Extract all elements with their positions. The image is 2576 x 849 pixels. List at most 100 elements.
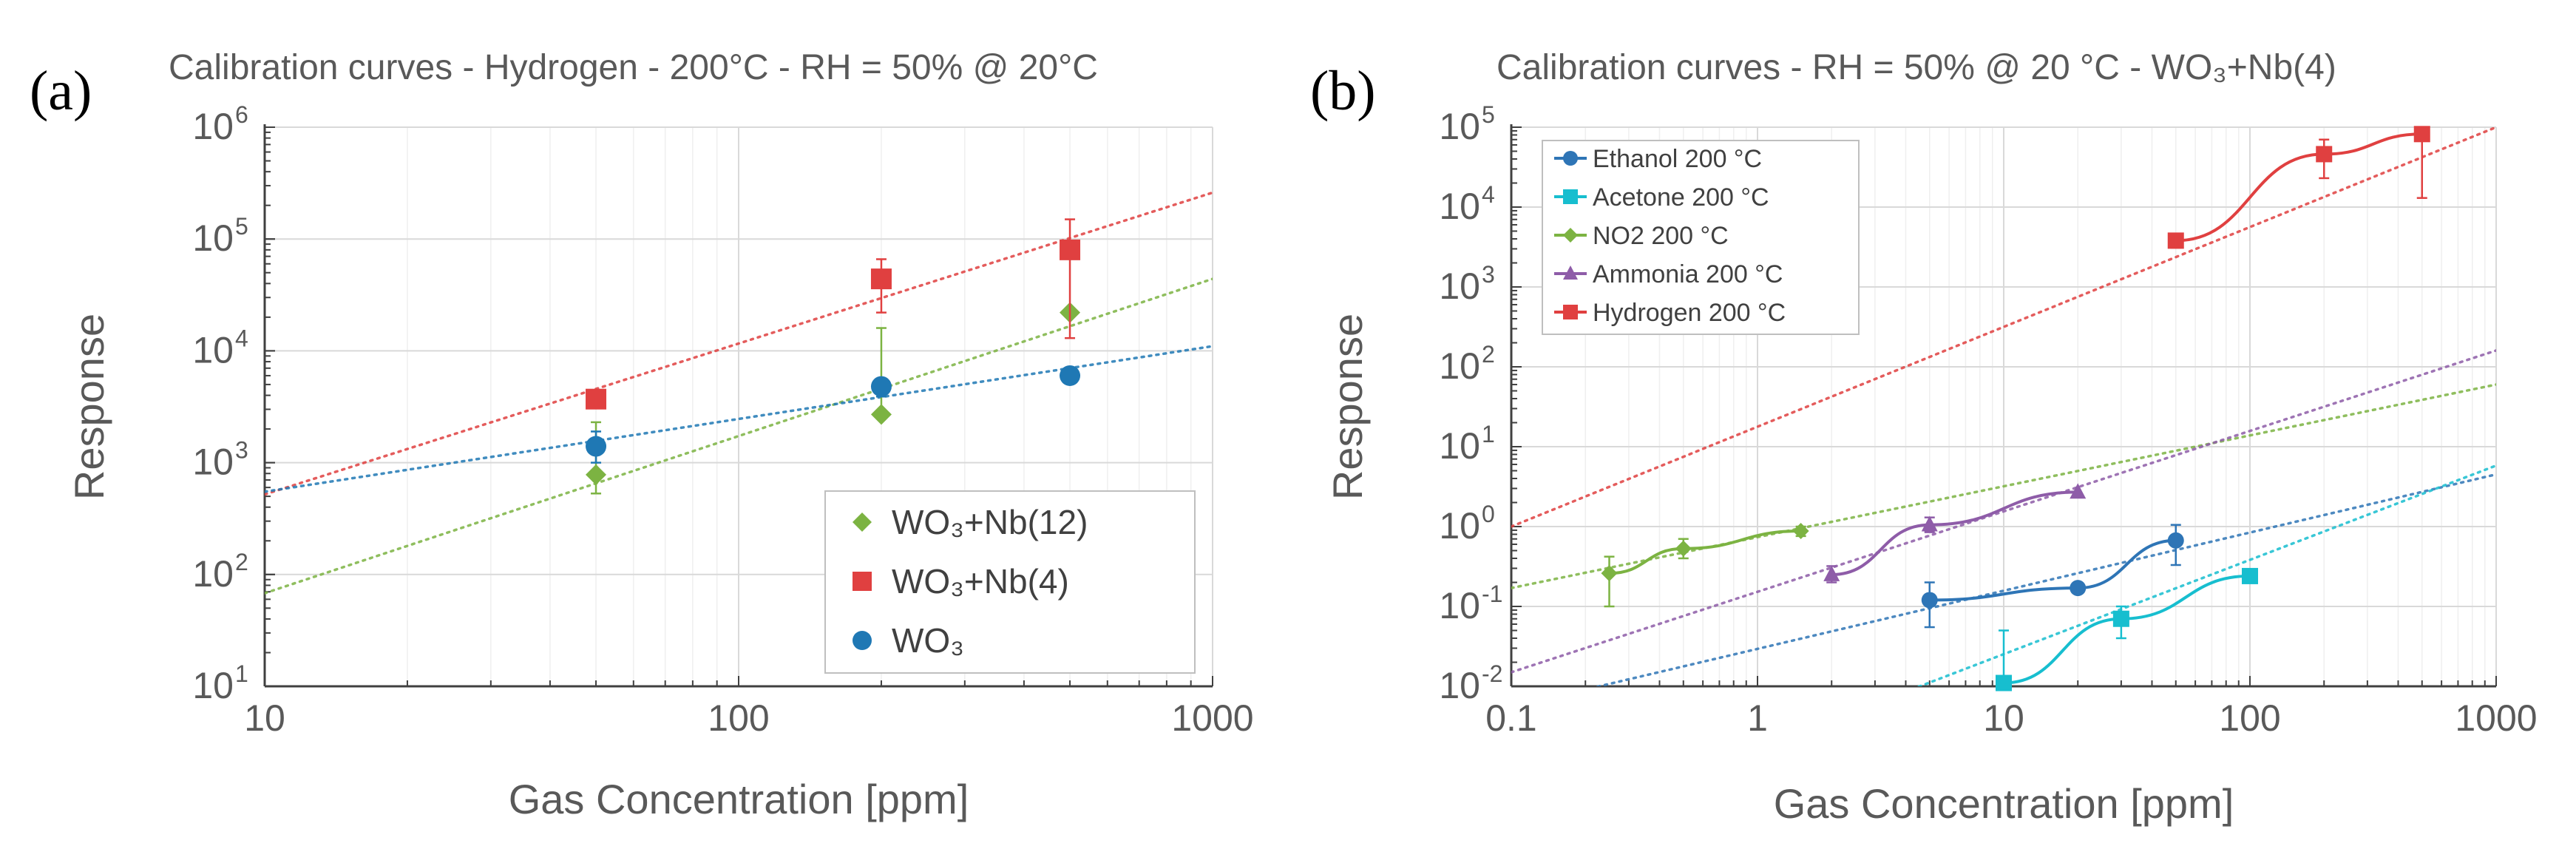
panel-b-title: Calibration curves - RH = 50% @ 20 °C - …: [1497, 48, 2336, 87]
chart-b-data-point: [1921, 515, 1938, 532]
chart-b-legend-label: NO2 200 °C: [1593, 222, 1729, 250]
chart-b-y-tick-exponent: -1: [1482, 581, 1502, 607]
chart-a-series-wo-nb-4: [586, 218, 1081, 410]
chart-a-y-tick-label: 10: [192, 329, 234, 371]
chart-b-legend-item-acetone-200-c: Acetone 200 °C: [1554, 183, 1769, 212]
chart-a-x-axis-label: Gas Concentration [ppm]: [509, 776, 969, 822]
chart-b-series-line: [2003, 574, 2251, 685]
chart-a-trendline-wo-nb-4-: [265, 191, 1213, 496]
chart-b-legend-item-ethanol-200-c: Ethanol 200 °C: [1554, 145, 1762, 173]
chart-b-data-point: [1792, 522, 1809, 539]
chart-b-y-tick-exponent: 3: [1482, 261, 1495, 288]
chart-a-data-point: [586, 388, 607, 410]
chart-b-y-tick-label: 10: [1439, 186, 1480, 227]
chart-b-data-point: [2413, 126, 2430, 143]
chart-a-legend-label: WO₃+Nb(4): [892, 562, 1069, 601]
chart-a-y-tick-exponent: 2: [235, 549, 248, 575]
chart-a-y-tick-exponent: 1: [235, 660, 248, 687]
chart-b-legend-marker: [1563, 228, 1578, 243]
chart-b-y-axis-label: Response: [1324, 314, 1371, 500]
chart-b-y-tick-exponent: 1: [1482, 421, 1495, 447]
chart-b-data-point: [1675, 540, 1692, 557]
chart-b-data-point: [2167, 232, 2184, 249]
chart-a-legend: WO₃+Nb(12) WO₃+Nb(4) WO₃: [824, 490, 1196, 674]
chart-a-legend-item-wo: WO₃: [853, 621, 964, 660]
chart-a-legend-marker: [853, 513, 872, 532]
chart-a-legend-item-wo-nb-4: WO₃+Nb(4): [853, 562, 1069, 601]
chart-b-legend-label: Hydrogen 200 °C: [1593, 299, 1786, 327]
chart-b-trendlines: [1511, 127, 2496, 686]
chart-a-legend-marker: [853, 572, 872, 591]
chart-b-data-point: [2242, 567, 2258, 584]
chart-b-data-point: [2070, 580, 2087, 597]
chart-b-series-ethanol-200-c: [1921, 524, 2184, 629]
chart-a-x-tick-label: 10: [244, 697, 285, 739]
chart-b-legend-label: Ammonia 200 °C: [1593, 260, 1783, 288]
chart-b-data-point: [2167, 532, 2184, 549]
chart-a-y-tick-label: 10: [192, 106, 234, 147]
chart-b-data-point: [1921, 592, 1938, 609]
chart-b-y-tick-label: 10: [1439, 425, 1480, 467]
chart-b-data-point: [1823, 565, 1840, 581]
chart-b-trendline-ammonia-200-c: [1511, 349, 2496, 674]
panel-b-letter: (b): [1310, 60, 1376, 122]
chart-a-y-axis-label: Response: [66, 314, 112, 500]
chart-b-legend-box: [1542, 140, 1860, 335]
chart-a-legend-label: WO₃+Nb(12): [892, 503, 1088, 541]
chart-a-trendline-wo-: [265, 345, 1213, 493]
chart-b-legend-label: Ethanol 200 °C: [1593, 145, 1762, 173]
chart-b-y-tick-label: 10: [1439, 265, 1480, 307]
chart-b-y-tick-exponent: 5: [1482, 101, 1495, 128]
chart-b-x-tick-label: 1: [1747, 697, 1768, 739]
chart-b-y-tick-label: 10: [1439, 505, 1480, 547]
chart-b-data-point: [2070, 483, 2087, 499]
chart-a-legend-item-wo-nb-12: WO₃+Nb(12): [853, 503, 1088, 541]
chart-a-data-point: [1060, 239, 1081, 260]
chart-b-series-ammonia-200-c: [1823, 483, 2087, 584]
chart-b-x-tick-label: 1000: [2455, 697, 2537, 739]
chart-b-y-tick-label: 10: [1439, 345, 1480, 387]
chart-a-legend-box: [824, 490, 1196, 674]
chart-b-x-tick-label: 100: [2219, 697, 2280, 739]
chart-a-trendlines: [265, 191, 1213, 595]
chart-a-y-tick-label: 10: [192, 665, 234, 706]
chart-b-y-tick-exponent: 4: [1482, 181, 1495, 208]
chart-a-data-point: [870, 268, 892, 290]
chart-b-legend-label: Acetone 200 °C: [1593, 183, 1769, 212]
chart-a-y-tick-label: 10: [192, 553, 234, 595]
chart-a-data-point: [870, 376, 892, 397]
chart-b-y-tick-label: 10: [1439, 585, 1480, 626]
chart-b-legend: Ethanol 200 °C Acetone 200 °C NO2 200 °C Am…: [1542, 140, 1860, 335]
chart-b-legend-item-no2-200-c: NO2 200 °C: [1554, 222, 1729, 250]
panel-a-letter: (a): [30, 60, 92, 122]
chart-b-data-point: [2112, 610, 2129, 627]
chart-b-x-axis-label: Gas Concentration [ppm]: [1774, 780, 2234, 827]
chart-a-y-tick-exponent: 3: [235, 437, 248, 464]
panel-a-title: Calibration curves - Hydrogen - 200°C - …: [169, 48, 1098, 87]
chart-b-legend-marker: [1563, 189, 1578, 204]
chart-a-legend-label: WO₃: [892, 621, 964, 660]
chart-a-y-tick-exponent: 4: [235, 325, 248, 351]
chart-b-trendline-ethanol-200-c: [1593, 473, 2496, 686]
chart-b-legend-marker: [1563, 265, 1578, 280]
chart-b-y-tick-exponent: -2: [1482, 660, 1502, 687]
chart-b-trendline-hydrogen-200-c: [1511, 127, 2496, 528]
chart-b-trendline-no2-200-c: [1511, 383, 2496, 589]
chart-a-data-point: [1060, 365, 1081, 386]
chart-b-x-tick-label: 0.1: [1485, 697, 1537, 739]
chart-a-data-point: [586, 464, 607, 485]
chart-b-series-line: [1609, 529, 1801, 575]
chart-b-legend-marker: [1563, 305, 1578, 319]
chart-b-y-tick-exponent: 2: [1482, 341, 1495, 368]
chart-b-data-point: [2316, 146, 2333, 163]
chart-a-series-wo-nb-12: [586, 302, 1081, 495]
chart-a-y-tick-label: 10: [192, 217, 234, 259]
chart-b-y-tick-label: 10: [1439, 665, 1480, 706]
chart-a-x-tick-label: 1000: [1171, 697, 1253, 739]
chart-b-y-tick-exponent: 0: [1482, 501, 1495, 527]
chart-a-data-point: [586, 436, 607, 457]
chart-b-series-hydrogen-200-c: [2167, 126, 2430, 249]
chart-a-series-wo: [586, 365, 1081, 464]
